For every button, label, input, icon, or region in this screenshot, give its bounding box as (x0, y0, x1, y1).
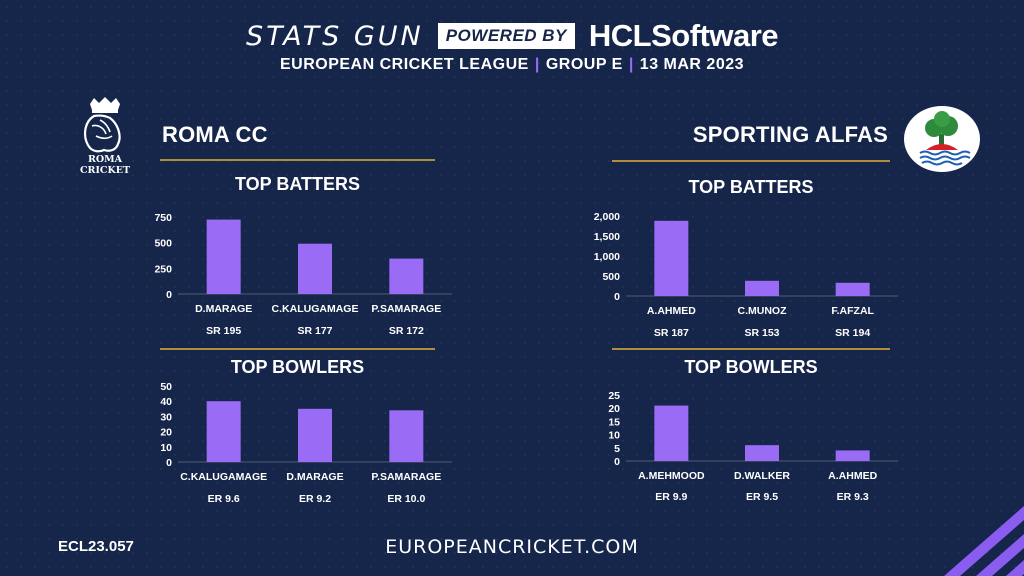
separator: | (534, 56, 540, 73)
bar-d-walker (745, 445, 779, 461)
y-tick-label: 15 (608, 416, 620, 428)
right-team-name: SPORTING ALFAS (692, 122, 888, 147)
left-team-rule (160, 159, 435, 161)
y-tick-label: 500 (154, 238, 172, 250)
bar-d-marage (206, 219, 241, 294)
roma-batters-title: TOP BATTERS (234, 174, 360, 194)
bar-a-ahmed (654, 220, 689, 296)
header-brand: STATS GUN POWERED BY HCLSoftware (0, 14, 1024, 58)
alfas-mid-rule (612, 348, 890, 350)
alfas-bowlers-title: TOP BOWLERS (684, 357, 818, 377)
y-tick-label: 20 (608, 403, 620, 415)
stat-label: ER 9.5 (746, 491, 778, 503)
stat-label: SR 195 (206, 325, 241, 337)
website-link[interactable]: EUROPEANCRICKET.COM (385, 536, 639, 558)
category-label: F.AFZAL (831, 305, 874, 317)
y-tick-label: 250 (154, 263, 172, 275)
tree-island-icon (919, 111, 971, 166)
bar-p-samarage (389, 410, 424, 462)
roma-logo-text: ROMA (88, 154, 123, 165)
stat-label: SR 177 (297, 325, 332, 337)
lion-crest-icon: ROMA CRICKET (80, 97, 130, 176)
stat-label: SR 172 (389, 325, 424, 337)
y-tick-label: 25 (608, 390, 620, 402)
category-label: A.AHMED (828, 470, 877, 482)
category-label: C.MUNOZ (738, 305, 788, 317)
alfas-batters-title: TOP BATTERS (688, 177, 814, 197)
y-tick-label: 5 (614, 443, 620, 455)
bar-f-afzal (835, 282, 870, 296)
roma-bowlers-chart: 0 10 20 30 40 50 C.KALUGAMAGE ER 9.6 D.MARAGE ER … (140, 378, 460, 508)
y-tick-label: 750 (154, 212, 172, 224)
y-tick-label: 10 (160, 442, 172, 454)
roma-cricket-logo: ROMA CRICKET (70, 96, 140, 178)
bar-c-kalugamage (206, 401, 241, 462)
alfas-bowlers-chart: 0 5 10 15 20 25 A.MEHMOOD ER 9.9 D.WALKER ER 9.5 A… (586, 389, 906, 509)
bar-a-ahmed (835, 450, 870, 461)
powered-by-badge: POWERED BY (437, 23, 575, 49)
roma-bowlers-svg: 0 10 20 30 40 50 C.KALUGAMAGE ER 9.6 D.MARAGE ER … (160, 381, 452, 505)
category-label: C.KALUGAMAGE (272, 303, 359, 315)
y-tick-label: 20 (160, 427, 172, 439)
alfas-batters-svg: 0 500 1,000 1,500 2,000 A.AHMED SR 187 C.MUNOZ S… (594, 211, 898, 339)
bar-c-munoz (745, 280, 779, 296)
y-tick-label: 10 (608, 430, 620, 442)
roma-batters-chart: 0 250 500 750 D.MARAGE SR 195 C.KALUGAMAGE SR 1… (140, 205, 460, 345)
match-date: 13 MAR 2023 (639, 56, 745, 73)
category-label: C.KALUGAMAGE (180, 471, 267, 483)
category-label: P.SAMARAGE (371, 303, 441, 315)
y-tick-label: 2,000 (594, 211, 620, 223)
y-tick-label: 0 (166, 457, 172, 469)
stat-label: ER 10.0 (387, 493, 425, 505)
stat-label: SR 194 (835, 327, 870, 339)
category-label: D.WALKER (734, 470, 790, 482)
y-tick-label: 1,000 (594, 251, 620, 263)
bar-c-kalugamage (298, 243, 332, 294)
right-team-rule (612, 160, 890, 162)
hcl-software-logo: HCLSoftware (588, 18, 779, 53)
stat-label: ER 9.6 (208, 493, 240, 505)
match-code: ECL23.057 (58, 538, 134, 555)
sporting-alfas-logo (904, 106, 980, 172)
y-tick-label: 0 (614, 456, 620, 468)
roma-bowlers-title: TOP BOWLERS (230, 357, 365, 377)
y-tick-label: 50 (160, 381, 172, 393)
stat-label: ER 9.3 (837, 491, 869, 503)
stats-gun-logo: STATS GUN (245, 20, 424, 52)
stat-label: SR 153 (744, 327, 779, 339)
cricket-logo-text: CRICKET (80, 165, 130, 176)
group-name: GROUP E (545, 56, 623, 73)
league-name: EUROPEAN CRICKET LEAGUE (279, 56, 529, 73)
y-tick-label: 30 (160, 411, 172, 423)
y-tick-label: 1,500 (594, 231, 620, 243)
stat-label: ER 9.2 (299, 493, 331, 505)
bar-a-mehmood (654, 405, 689, 461)
stat-label: SR 187 (654, 327, 689, 339)
roma-mid-rule (160, 348, 435, 350)
stat-label: ER 9.9 (655, 491, 687, 503)
y-tick-label: 500 (602, 271, 620, 283)
alfas-batters-chart: 0 500 1,000 1,500 2,000 A.AHMED SR 187 C.MUNOZ S… (586, 206, 906, 346)
category-label: A.MEHMOOD (638, 470, 705, 482)
bar-d-marage (298, 408, 332, 462)
left-team-name: ROMA CC (162, 122, 268, 147)
category-label: A.AHMED (647, 305, 696, 317)
roma-batters-svg: 0 250 500 750 D.MARAGE SR 195 C.KALUGAMAGE SR 1… (154, 212, 452, 337)
y-tick-label: 40 (160, 396, 172, 408)
match-subtitle: EUROPEAN CRICKET LEAGUE | GROUP E | 13 MAR 2… (0, 56, 1024, 74)
category-label: P.SAMARAGE (371, 471, 441, 483)
separator: | (628, 56, 634, 73)
category-label: D.MARAGE (195, 303, 252, 315)
bar-p-samarage (389, 258, 424, 294)
y-tick-label: 0 (166, 289, 172, 301)
decorative-stripes (884, 486, 1024, 576)
category-label: D.MARAGE (286, 471, 343, 483)
y-tick-label: 0 (614, 291, 620, 303)
